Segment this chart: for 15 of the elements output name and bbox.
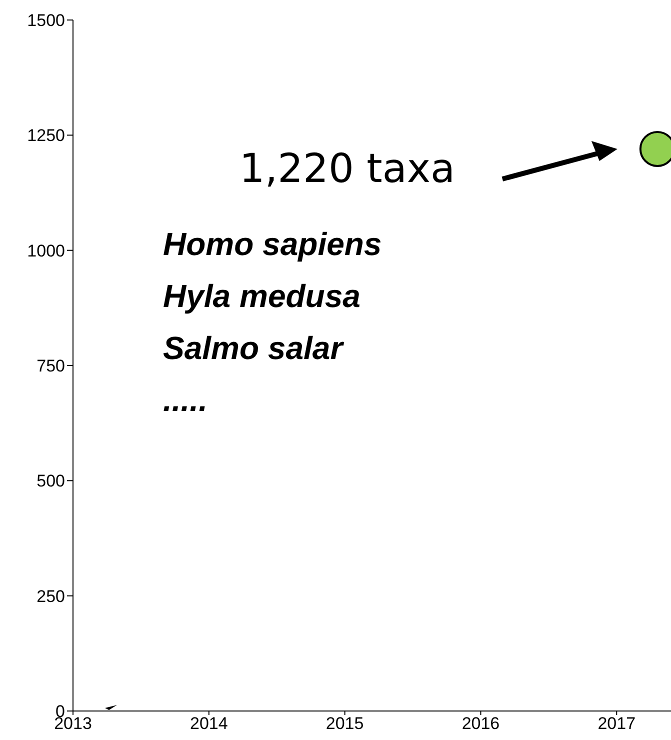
annotation: Salmo salar [163,330,344,366]
annotation: 1,220 taxa [239,146,456,192]
x-tick-label: 2014 [190,714,228,734]
x-tick-label: 2017 [598,714,636,734]
x-tick-label: 2016 [462,714,500,734]
annotation: Homo sapiens [163,226,382,262]
y-tick-label: 250 [36,586,65,606]
x-tick-label: 2015 [326,714,364,734]
annotation: ..... [163,382,208,418]
annotation: Hyla medusa [163,278,360,314]
y-tick-label: 1000 [27,241,65,260]
y-tick-label: 1500 [27,11,65,30]
y-tick-label: 1250 [27,126,65,146]
y-tick-label: 750 [36,356,65,376]
y-tick-label: 500 [36,472,65,491]
